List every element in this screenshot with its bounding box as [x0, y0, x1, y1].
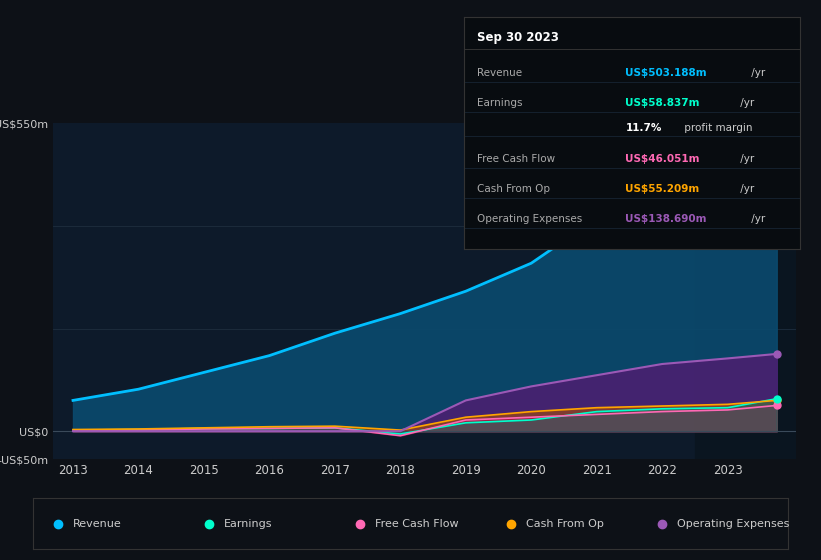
Text: Revenue: Revenue	[73, 519, 122, 529]
Text: /yr: /yr	[736, 154, 754, 164]
Text: /yr: /yr	[736, 98, 754, 108]
Text: Earnings: Earnings	[477, 98, 523, 108]
Text: Earnings: Earnings	[224, 519, 273, 529]
Text: Revenue: Revenue	[477, 68, 522, 78]
Bar	[695, 123, 796, 459]
Text: profit margin: profit margin	[681, 123, 753, 133]
Text: US$58.837m: US$58.837m	[626, 98, 700, 108]
Text: Free Cash Flow: Free Cash Flow	[375, 519, 459, 529]
Text: US$46.051m: US$46.051m	[626, 154, 700, 164]
Text: /yr: /yr	[736, 184, 754, 194]
Text: Cash From Op: Cash From Op	[477, 184, 550, 194]
Text: US$138.690m: US$138.690m	[626, 214, 707, 225]
Text: /yr: /yr	[748, 68, 765, 78]
Text: 11.7%: 11.7%	[626, 123, 662, 133]
Text: Operating Expenses: Operating Expenses	[677, 519, 790, 529]
Text: Cash From Op: Cash From Op	[526, 519, 604, 529]
Text: Sep 30 2023: Sep 30 2023	[477, 31, 559, 44]
Text: Operating Expenses: Operating Expenses	[477, 214, 583, 225]
Text: US$55.209m: US$55.209m	[626, 184, 699, 194]
Text: US$503.188m: US$503.188m	[626, 68, 707, 78]
Text: Free Cash Flow: Free Cash Flow	[477, 154, 556, 164]
Text: /yr: /yr	[748, 214, 765, 225]
